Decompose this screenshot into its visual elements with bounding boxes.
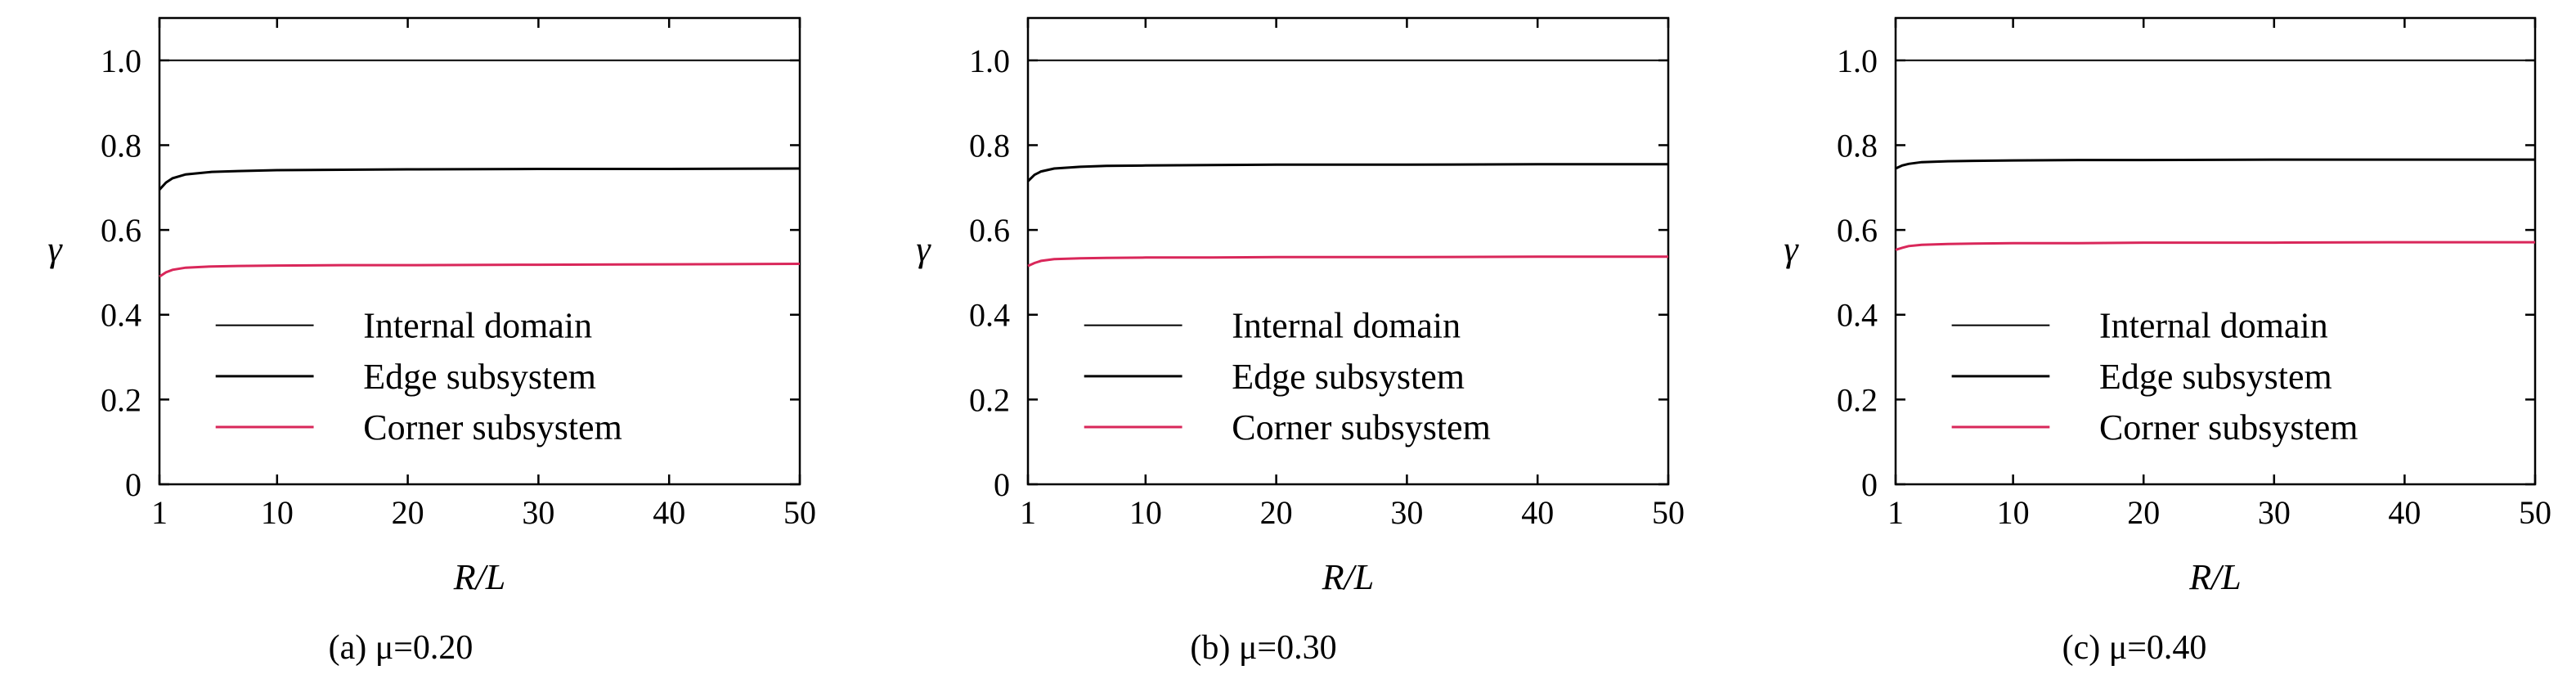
x-tick-label: 10 [1997, 494, 2030, 531]
panel-caption: (c) μ=0.40 [2062, 629, 2207, 667]
x-axis-label: R/L [453, 557, 506, 597]
series-line-edge-subsystem [1895, 158, 2535, 170]
x-axis-label: R/L [2188, 557, 2242, 597]
legend-label: Internal domain [1232, 306, 1461, 346]
series-line-corner-subsystem [1027, 255, 1668, 268]
x-tick-label: 20 [1260, 494, 1293, 531]
y-tick-label: 0 [125, 466, 141, 503]
x-tick-label: 20 [392, 494, 424, 531]
y-tick-label: 1.0 [101, 43, 141, 79]
y-axis-label: γ [916, 229, 931, 269]
x-tick-label: 30 [2258, 494, 2291, 531]
y-tick-label: 0.4 [1837, 297, 1878, 334]
y-tick-label: 0.6 [969, 212, 1010, 249]
legend-label: Corner subsystem [2099, 407, 2358, 447]
legend-label: Corner subsystem [363, 407, 622, 447]
chart-panel-a: 1 10 20 30 40 50 0 0.2 0.4 0.6 0.8 1.0 R/L γ Internal … [47, 16, 816, 667]
plot-frame [158, 16, 801, 486]
y-tick-label: 0.2 [101, 381, 141, 418]
y-tick-label: 0 [994, 466, 1010, 503]
x-tick-label: 50 [2519, 494, 2551, 531]
x-tick-label: 20 [2127, 494, 2160, 531]
x-tick-label: 10 [261, 494, 294, 531]
y-tick-label: 0.8 [969, 127, 1010, 164]
series-line-corner-subsystem [1895, 241, 2535, 251]
y-tick-label: 1.0 [1837, 43, 1878, 79]
x-tick-label: 30 [1390, 494, 1423, 531]
y-tick-label: 0.4 [969, 297, 1010, 334]
y-tick-label: 0.2 [969, 381, 1010, 418]
y-axis-label: γ [47, 229, 63, 269]
chart-panel-b: 1 10 20 30 40 50 0 0.2 0.4 0.6 0.8 1.0 R/L γ Internal … [916, 16, 1685, 667]
y-tick-label: 0.2 [1837, 381, 1878, 418]
series-line-edge-subsystem [1026, 163, 1668, 182]
legend-label: Internal domain [2099, 306, 2328, 346]
y-tick-label: 0.4 [101, 297, 141, 334]
y-axis-label: γ [1784, 229, 1799, 269]
y-tick-label: 0.8 [101, 127, 141, 164]
x-tick-label: 50 [1652, 494, 1685, 531]
panel-caption: (a) μ=0.20 [329, 629, 473, 667]
series-line-corner-subsystem [159, 263, 801, 278]
y-tick-label: 0.6 [1837, 212, 1878, 249]
legend-label: Edge subsystem [363, 357, 596, 397]
x-tick-label: 10 [1129, 494, 1162, 531]
x-tick-label: 50 [783, 494, 816, 531]
panel-caption: (b) μ=0.30 [1190, 629, 1336, 667]
chart-panel-c: 1 10 20 30 40 50 0 0.2 0.4 0.6 0.8 1.0 R/L γ Internal … [1784, 16, 2551, 667]
y-tick-label: 0.6 [101, 212, 141, 249]
legend-label: Edge subsystem [2099, 357, 2332, 397]
x-tick-label: 40 [653, 494, 685, 531]
y-tick-label: 0 [1861, 466, 1878, 503]
x-tick-label: 1 [1020, 494, 1036, 531]
plot-frame [1894, 16, 2537, 486]
legend-label: Internal domain [363, 306, 592, 346]
legend-label: Corner subsystem [1232, 407, 1491, 447]
x-tick-label: 40 [2388, 494, 2421, 531]
series-line-edge-subsystem [158, 167, 801, 191]
y-tick-label: 1.0 [969, 43, 1010, 79]
x-axis-label: R/L [1322, 557, 1375, 597]
x-tick-label: 1 [1887, 494, 1904, 531]
y-tick-label: 0.8 [1837, 127, 1878, 164]
x-tick-label: 40 [1521, 494, 1554, 531]
plot-frame [1026, 16, 1670, 486]
x-tick-label: 1 [151, 494, 168, 531]
x-tick-label: 30 [522, 494, 554, 531]
legend-label: Edge subsystem [1232, 357, 1465, 397]
